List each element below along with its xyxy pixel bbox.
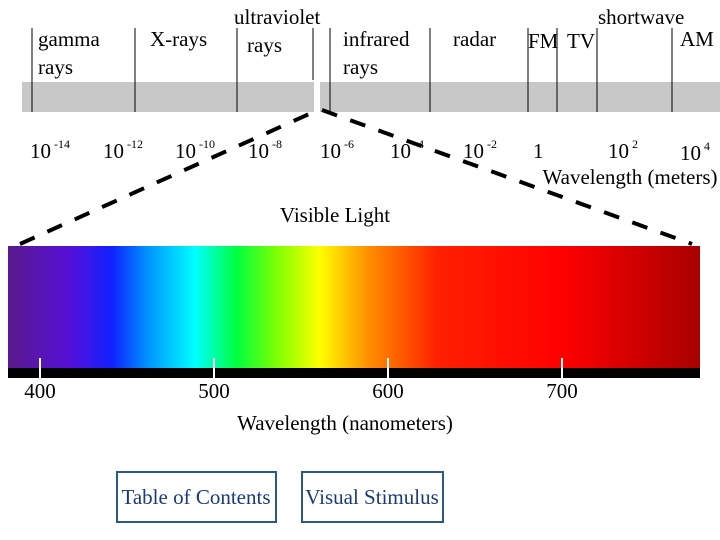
nm-tick-label: 600 xyxy=(372,379,404,403)
tick-base: 10 xyxy=(103,139,124,163)
band-bar xyxy=(22,82,314,112)
wavelength-tick: 10 -4 xyxy=(390,137,424,163)
tick-base: 10 xyxy=(30,139,51,163)
band-label: rays xyxy=(247,33,282,57)
visible-spectrum xyxy=(8,246,700,368)
button-label[interactable]: Table of Contents xyxy=(122,485,271,509)
band-label: infrared xyxy=(343,27,410,51)
band-bar xyxy=(320,82,720,112)
tick-base: 10 xyxy=(463,139,484,163)
tick-base: 10 xyxy=(248,139,269,163)
wavelength-tick: 10 -12 xyxy=(103,137,143,163)
wavelength-tick: 10 4 xyxy=(680,139,710,165)
wavelength-tick: 10 -14 xyxy=(30,137,70,163)
band-label: gamma xyxy=(38,27,100,51)
button-frame[interactable] xyxy=(116,471,277,523)
nm-tick-label: 700 xyxy=(546,379,578,403)
tick-base: 10 xyxy=(320,139,341,163)
tick-base: 10 xyxy=(390,139,411,163)
band-label: rays xyxy=(38,55,73,79)
band-label: X-rays xyxy=(150,27,207,51)
axis-label: Wavelength (nanometers) xyxy=(237,411,453,435)
tick-exponent: 4 xyxy=(704,139,710,153)
band-label: shortwave xyxy=(598,5,684,29)
band-label: rays xyxy=(343,55,378,79)
wavelength-tick: 10 2 xyxy=(608,137,638,163)
nm-tick-label: 500 xyxy=(198,379,230,403)
button-frame[interactable] xyxy=(301,471,444,523)
button[interactable]: Table of Contents xyxy=(116,471,277,523)
nm-tick-label: 400 xyxy=(24,379,56,403)
button[interactable]: Visual Stimulus xyxy=(301,471,444,523)
tick-exponent: 2 xyxy=(632,137,638,151)
band-label: FM xyxy=(528,29,559,53)
tick-base: 10 xyxy=(175,139,196,163)
tick-exponent: -8 xyxy=(272,137,282,151)
tick-base: 10 xyxy=(608,139,629,163)
band-dividers xyxy=(31,28,673,112)
tick-base: 10 xyxy=(680,141,701,165)
band-label: radar xyxy=(453,27,496,51)
wavelength-tick: 10 -2 xyxy=(463,137,497,163)
wavelength-tick: 10 -6 xyxy=(320,137,354,163)
band-label: AM xyxy=(680,27,714,51)
zoom-lines xyxy=(19,108,693,246)
band-label: ultraviolet xyxy=(234,5,320,29)
tick-exponent: -10 xyxy=(199,137,215,151)
tick-exponent: -12 xyxy=(127,137,143,151)
tick-exponent: -2 xyxy=(487,137,497,151)
wavelength-tick: 10 -8 xyxy=(248,137,282,163)
band-label: TV xyxy=(567,29,595,53)
tick-exponent: -4 xyxy=(414,137,424,151)
axis-label: Wavelength (meters) xyxy=(543,165,718,189)
tick-exponent: -6 xyxy=(344,137,354,151)
visible-title: Visible Light xyxy=(280,203,390,227)
nm-axis-bar xyxy=(8,368,700,378)
button-label[interactable]: Visual Stimulus xyxy=(305,485,439,509)
wavelength-tick: 10 -10 xyxy=(175,137,215,163)
wavelength-tick: 1 xyxy=(533,139,544,163)
tick-exponent: -14 xyxy=(54,137,70,151)
